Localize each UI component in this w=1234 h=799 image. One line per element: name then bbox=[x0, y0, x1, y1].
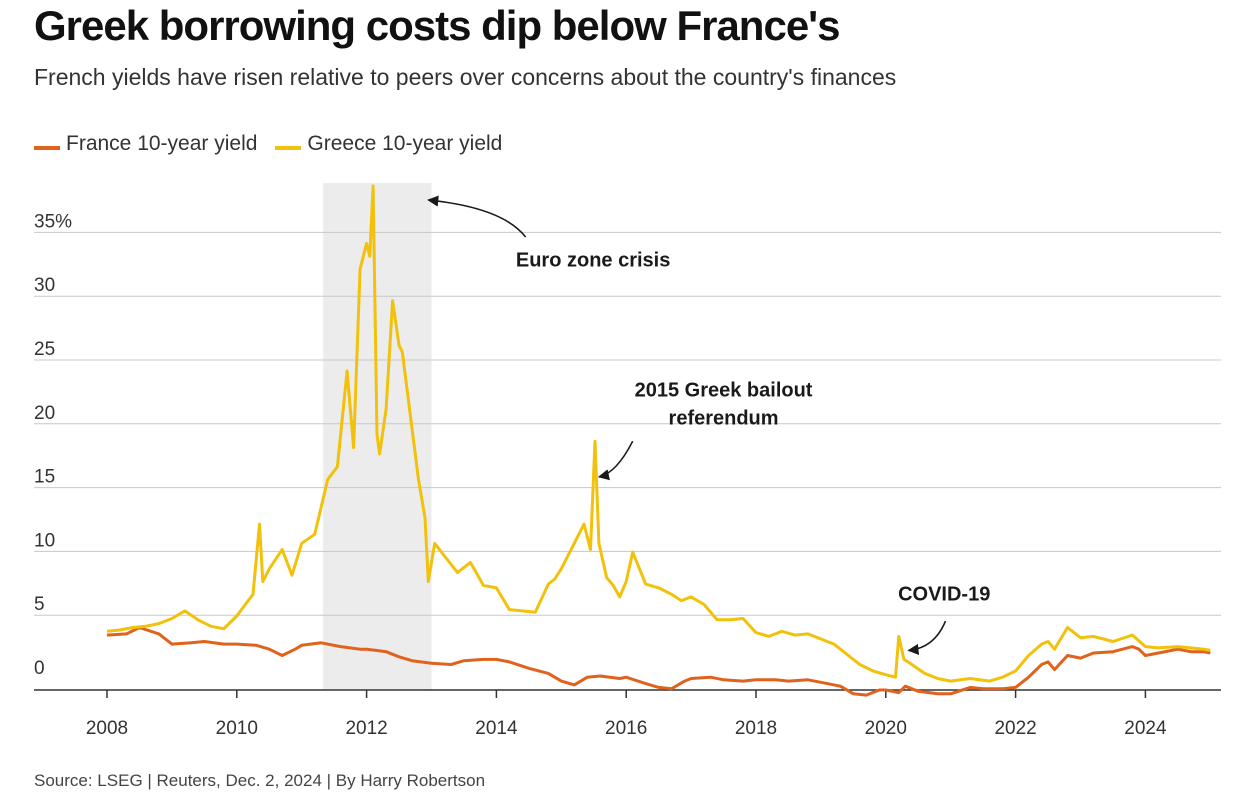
x-tick-label: 2022 bbox=[994, 718, 1036, 739]
x-tick-label: 2024 bbox=[1124, 718, 1167, 739]
legend: France 10-year yield Greece 10-year yiel… bbox=[34, 132, 520, 156]
legend-label-greece: Greece 10-year yield bbox=[307, 132, 503, 155]
annotation-label: referendum bbox=[669, 408, 779, 430]
y-tick-label: 5 bbox=[34, 594, 45, 615]
chart-title: Greek borrowing costs dip below France's bbox=[34, 2, 841, 49]
legend-swatch-france bbox=[34, 146, 60, 150]
x-tick-label: 2014 bbox=[475, 718, 518, 739]
x-tick-label: 2012 bbox=[345, 718, 387, 739]
x-tick-label: 2018 bbox=[735, 718, 777, 739]
x-tick-label: 2016 bbox=[605, 718, 647, 739]
x-tick-label: 2020 bbox=[865, 718, 907, 739]
legend-swatch-greece bbox=[275, 146, 302, 150]
annotation-arrow bbox=[427, 195, 527, 238]
annotation-label: 2015 Greek bailout bbox=[635, 380, 813, 402]
x-tick-label: 2010 bbox=[216, 718, 258, 739]
source-note: Source: LSEG | Reuters, Dec. 2, 2024 | B… bbox=[34, 771, 486, 790]
y-tick-label: 30 bbox=[34, 275, 55, 296]
annotation-arrow bbox=[597, 440, 634, 481]
y-tick-label: 0 bbox=[34, 658, 45, 679]
annotation-label: Euro zone crisis bbox=[516, 249, 671, 271]
legend-item-greece: Greece 10-year yield bbox=[275, 132, 502, 156]
y-tick-label: 15 bbox=[34, 467, 55, 488]
series-line-greece bbox=[106, 184, 1211, 683]
legend-label-france: France 10-year yield bbox=[66, 132, 258, 155]
y-tick-label: 10 bbox=[34, 530, 55, 551]
series-line-france bbox=[106, 626, 1211, 697]
annotation-label: COVID-19 bbox=[898, 584, 990, 606]
y-tick-label: 35% bbox=[34, 211, 72, 232]
legend-item-france: France 10-year yield bbox=[34, 132, 257, 156]
x-tick-label: 2008 bbox=[86, 718, 128, 739]
chart-subtitle: French yields have risen relative to pee… bbox=[34, 64, 897, 90]
line-chart: 0 5 10 15 20 25 30 35% 2008 2010 2012 2014 2016 2018… bbox=[34, 183, 1221, 739]
y-tick-label: 25 bbox=[34, 339, 55, 360]
y-tick-label: 20 bbox=[34, 403, 55, 424]
annotation-arrow bbox=[907, 620, 947, 656]
